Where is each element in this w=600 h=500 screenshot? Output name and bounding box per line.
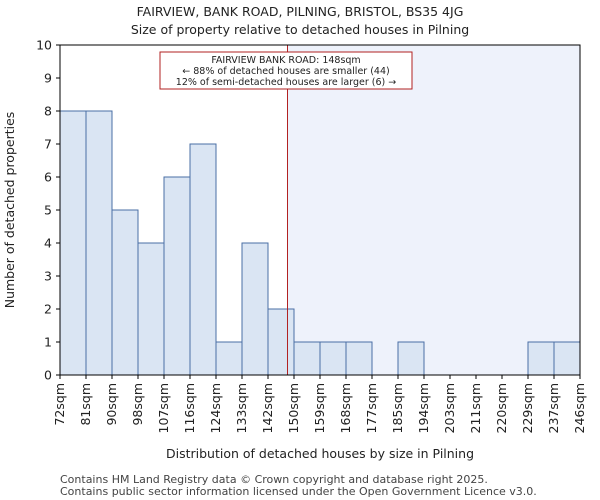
annotation-box: FAIRVIEW BANK ROAD: 148sqm ← 88% of deta…	[159, 51, 413, 90]
y-tick-label: 2	[44, 302, 52, 317]
bar-81sqm	[85, 110, 113, 376]
x-tick-label: 150sqm	[286, 383, 301, 433]
bar-98sqm	[137, 242, 165, 376]
x-tick-label: 107sqm	[156, 383, 171, 433]
x-axis-ticks: 72sqm 81sqm 90sqm 98sqm 107sqm 116sqm 124sqm 13…	[52, 375, 587, 433]
bar-168sqm	[345, 341, 373, 376]
x-tick-label: 142sqm	[260, 383, 275, 433]
x-tick-label: 177sqm	[364, 383, 379, 433]
bar-185sqm	[397, 341, 425, 376]
x-axis-label: Distribution of detached houses by size …	[166, 446, 474, 461]
annotation-line-3: 12% of semi-detached houses are larger (…	[176, 77, 396, 88]
x-tick-label: 168sqm	[338, 383, 353, 433]
x-tick-label: 229sqm	[520, 383, 535, 433]
bar-90sqm	[111, 209, 139, 376]
x-tick-label: 246sqm	[572, 383, 587, 433]
x-tick-label: 81sqm	[78, 383, 93, 426]
y-tick-label: 4	[44, 236, 52, 251]
footer-licence: Contains public sector information licen…	[60, 485, 537, 498]
x-tick-label: 194sqm	[416, 383, 431, 433]
chart-title: FAIRVIEW, BANK ROAD, PILNING, BRISTOL, B…	[137, 4, 464, 19]
x-tick-label: 90sqm	[104, 383, 119, 426]
annotation-line-1: FAIRVIEW BANK ROAD: 148sqm	[211, 55, 360, 66]
bar-107sqm	[163, 176, 191, 376]
x-tick-label: 72sqm	[52, 383, 67, 426]
bar-72sqm	[59, 110, 87, 376]
x-tick-label: 185sqm	[390, 383, 405, 433]
x-tick-label: 159sqm	[312, 383, 327, 433]
x-tick-label: 203sqm	[442, 383, 457, 433]
x-tick-label: 211sqm	[468, 383, 483, 433]
y-tick-label: 7	[44, 137, 52, 152]
annotation-line-2: ← 88% of detached houses are smaller (44…	[182, 66, 389, 77]
chart-subtitle: Size of property relative to detached ho…	[131, 22, 469, 37]
bar-150sqm	[293, 341, 321, 376]
bar-237sqm	[553, 341, 581, 376]
y-axis-label: Number of detached properties	[2, 112, 17, 309]
bars-group	[59, 110, 581, 376]
y-tick-label: 9	[44, 71, 52, 86]
bar-159sqm	[319, 341, 347, 376]
y-tick-label: 0	[44, 368, 52, 383]
bar-133sqm	[241, 242, 269, 376]
y-tick-label: 5	[44, 203, 52, 218]
larger-region-shade	[287, 45, 580, 375]
bar-124sqm	[215, 341, 243, 376]
y-axis-ticks: 0 1 2 3 4 5 6 7 8 9 10	[36, 38, 60, 383]
bar-142sqm	[267, 308, 295, 376]
x-tick-label: 124sqm	[208, 383, 223, 433]
y-tick-label: 1	[44, 335, 52, 350]
x-tick-label: 98sqm	[130, 383, 145, 426]
bar-116sqm	[189, 143, 217, 376]
x-tick-label: 237sqm	[546, 383, 561, 433]
x-tick-label: 133sqm	[234, 383, 249, 433]
y-tick-label: 10	[36, 38, 52, 53]
y-tick-label: 8	[44, 104, 52, 119]
x-tick-label: 116sqm	[182, 383, 197, 433]
x-tick-label: 220sqm	[494, 383, 509, 433]
bar-229sqm	[527, 341, 555, 376]
footer-copyright: Contains HM Land Registry data © Crown c…	[60, 473, 488, 486]
y-tick-label: 6	[44, 170, 52, 185]
y-tick-label: 3	[44, 269, 52, 284]
